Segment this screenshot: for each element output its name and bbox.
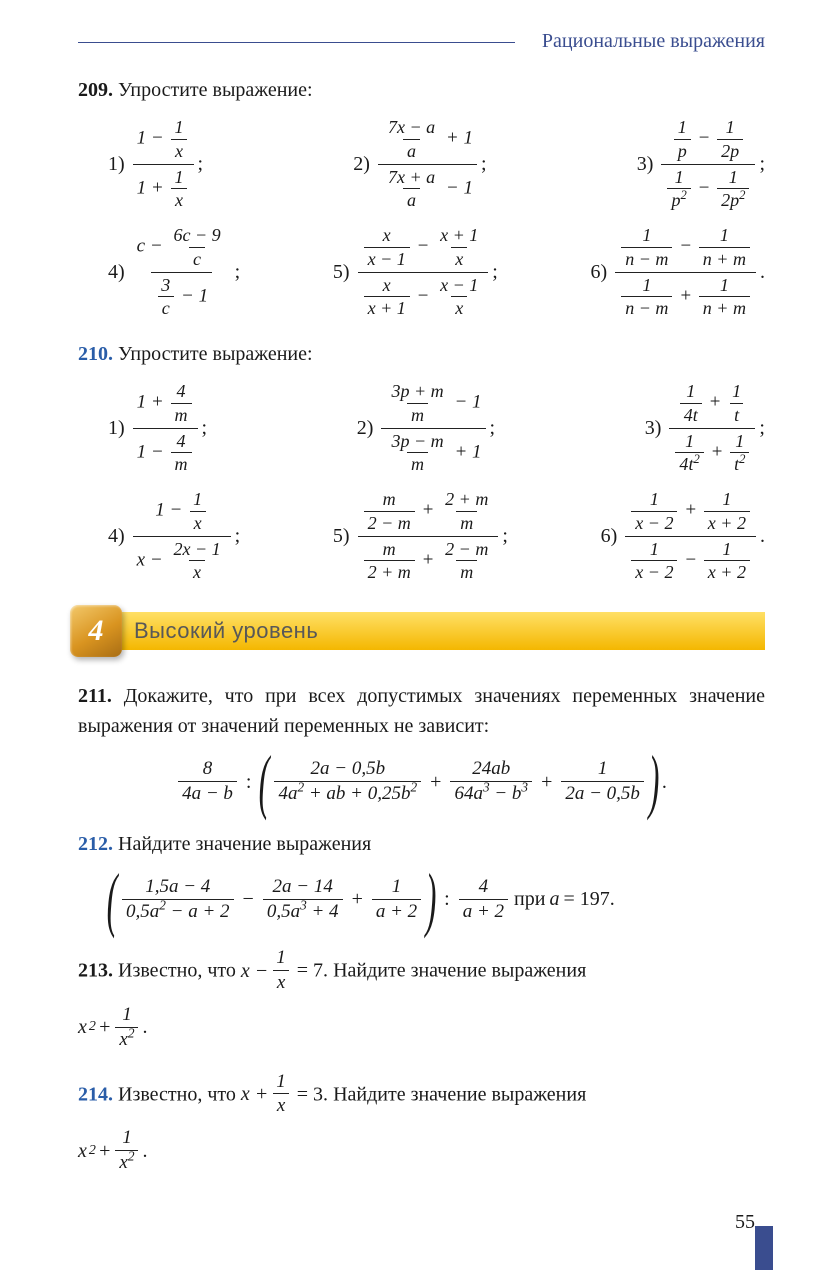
problem-text: Найдите значение выражения [118, 833, 371, 855]
problem-number: 212. [78, 833, 113, 855]
problem-task: Упростите выражение: [118, 343, 313, 365]
sub-210-1: 1) 1 + 4m1 − 4m; [108, 379, 207, 477]
problem-212: 212. Найдите значение выражения ( 1,5a −… [78, 829, 765, 929]
equation-213-target: x2 + 1x2. [78, 1003, 147, 1052]
sub-210-4: 4) 1 − 1xx − 2x − 1x; [108, 487, 240, 585]
problem-number: 213. [78, 960, 113, 982]
equation-213-given: x − 1x [241, 946, 292, 995]
sub-210-2: 2) 3p + mm − 13p − mm + 1; [357, 379, 495, 477]
page-tab [755, 1226, 773, 1270]
section-badge: 4 [70, 605, 122, 657]
equation-212: ( 1,5a − 40,5a2 − a + 2 − 2a − 140,5a3 +… [106, 871, 510, 929]
chapter-title: Рациональные выражения [78, 30, 765, 57]
problem-task: Упростите выражение: [118, 79, 313, 101]
problem-text: Докажите, что при всех допустимых значен… [78, 685, 765, 737]
problem-213: 213. Известно, что x − 1x = 7. Найдите з… [78, 946, 765, 1051]
problem-number: 211. [78, 685, 112, 707]
text-part-2: Найдите значение выражения [333, 1083, 586, 1105]
sub-209-1: 1) 1 − 1x1 + 1x; [108, 115, 203, 213]
text-part-2: Найдите значение выражения [333, 960, 586, 982]
text-part-1: Известно, что [118, 960, 241, 982]
sub-209-3: 3) 1p − 12p1p2 − 12p2; [637, 115, 765, 213]
section-banner: 4 Высокий уровень [70, 609, 765, 653]
sub-210-6: 6) 1x − 2 + 1x + 21x − 2 − 1x + 2. [601, 487, 765, 585]
section-title: Высокий уровень [116, 612, 765, 650]
equation-214-target: x2 + 1x2. [78, 1126, 147, 1175]
condition-text: при [514, 884, 545, 914]
condition-value: = 197. [563, 884, 614, 914]
problem-number: 214. [78, 1083, 113, 1105]
problem-number: 210. [78, 343, 113, 365]
sub-209-4: 4) c − 6c − 9c3c − 1; [108, 223, 240, 321]
sub-209-2: 2) 7x − aa + 17x + aa − 1; [353, 115, 486, 213]
problem-number: 209. [78, 79, 113, 101]
text-part-1: Известно, что [118, 1083, 241, 1105]
sub-209-5: 5) xx − 1 − x + 1xxx + 1 − x − 1x; [333, 223, 498, 321]
problem-209: 209. Упростите выражение: 1) 1 − 1x1 + 1… [78, 75, 765, 321]
problem-214: 214. Известно, что x + 1x = 3. Найдите з… [78, 1070, 765, 1175]
problem-210: 210. Упростите выражение: 1) 1 + 4m1 − 4… [78, 339, 765, 585]
sub-210-3: 3) 14t + 1t14t2 + 1t2; [645, 379, 765, 477]
equation-211: 84a − b : ( 2a − 0,5b4a2 + ab + 0,25b2 +… [176, 753, 667, 811]
sub-210-5: 5) m2 − m + 2 + mmm2 + m + 2 − mm; [333, 487, 508, 585]
equation-214-given: x + 1x [241, 1070, 292, 1119]
page-number: 55 [735, 1211, 755, 1234]
sub-209-6: 6) 1n − m − 1n + m1n − m + 1n + m. [591, 223, 765, 321]
problem-211: 211. Докажите, что при всех допустимых з… [78, 681, 765, 811]
